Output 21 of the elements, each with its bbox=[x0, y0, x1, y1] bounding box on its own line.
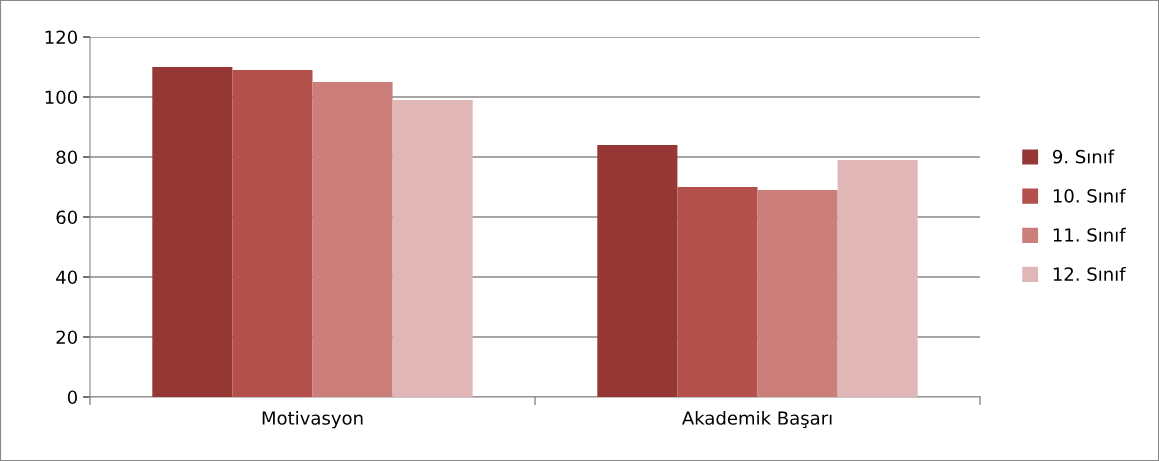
bar bbox=[312, 82, 393, 397]
bar bbox=[597, 145, 678, 397]
x-tick-label: Akademik Başarı bbox=[682, 410, 832, 429]
bar bbox=[232, 70, 313, 397]
y-tick-label: 120 bbox=[45, 30, 77, 45]
legend-label: 11. Sınıf bbox=[1053, 227, 1126, 242]
y-tick-label: 40 bbox=[56, 270, 77, 285]
y-tick-label: 60 bbox=[56, 210, 77, 225]
legend-label: 12. Sınıf bbox=[1053, 266, 1126, 281]
legend-label: 9. Sınıf bbox=[1052, 149, 1115, 164]
bar bbox=[677, 187, 758, 397]
bar bbox=[757, 190, 838, 397]
bar bbox=[837, 160, 918, 397]
x-tick-label: Motivasyon bbox=[262, 410, 363, 429]
y-tick-label: 100 bbox=[45, 90, 77, 105]
y-tick-label: 0 bbox=[67, 390, 77, 405]
bar bbox=[152, 67, 233, 397]
legend-label: 10. Sınıf bbox=[1053, 188, 1126, 203]
y-tick-label: 20 bbox=[56, 330, 77, 345]
bar bbox=[392, 100, 473, 397]
y-tick-label: 80 bbox=[56, 150, 77, 165]
